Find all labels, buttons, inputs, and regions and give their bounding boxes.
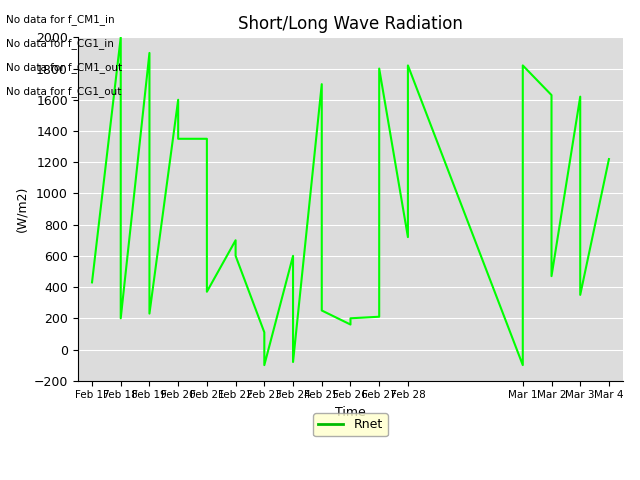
Title: Short/Long Wave Radiation: Short/Long Wave Radiation: [238, 15, 463, 33]
Text: No data for f_CG1_out: No data for f_CG1_out: [6, 86, 122, 97]
Text: No data for f_CM1_out: No data for f_CM1_out: [6, 62, 122, 73]
Legend: Rnet: Rnet: [314, 413, 388, 436]
Y-axis label: (W/m2): (W/m2): [15, 186, 28, 232]
Text: No data for f_CM1_in: No data for f_CM1_in: [6, 14, 115, 25]
X-axis label: Time: Time: [335, 406, 366, 419]
Text: No data for f_CG1_in: No data for f_CG1_in: [6, 38, 115, 49]
